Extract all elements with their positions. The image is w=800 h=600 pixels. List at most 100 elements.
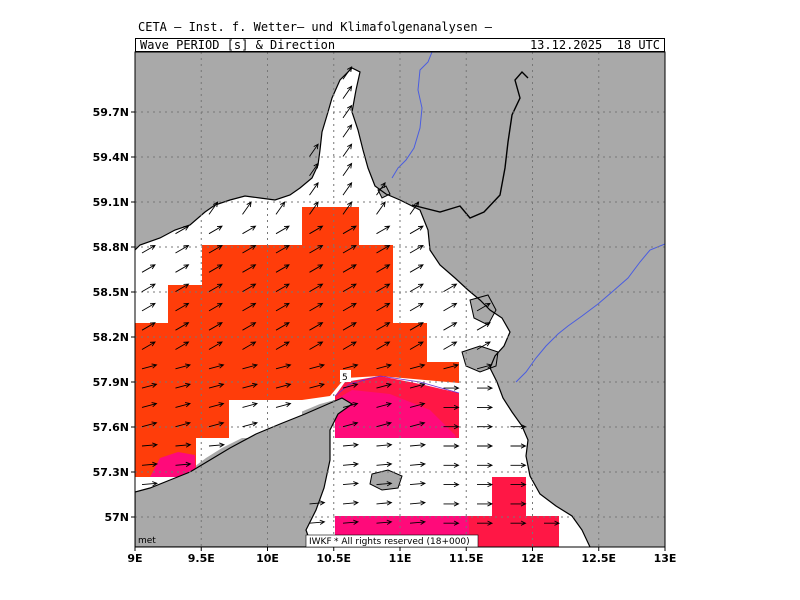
contour-label: 5 bbox=[342, 373, 348, 383]
wave-arrow bbox=[476, 341, 491, 350]
footer-iwkf: IWKF bbox=[309, 537, 332, 547]
wave-arrow bbox=[409, 363, 426, 370]
wave-arrow bbox=[376, 421, 392, 428]
wave-arrow bbox=[342, 264, 357, 273]
wave-arrow bbox=[309, 181, 319, 196]
wave-arrow bbox=[342, 225, 357, 235]
wave-arrow bbox=[409, 421, 426, 428]
wave-arrow bbox=[376, 322, 391, 331]
wave-arrow bbox=[510, 443, 527, 449]
wave-arrow bbox=[208, 302, 223, 312]
river-gota bbox=[515, 243, 665, 383]
wave-arrow bbox=[342, 382, 359, 389]
latitude-labels: 57N 57.3N 57.6N 57.9N 58.2N 58.5N 58.8N 59.1N 59… bbox=[93, 106, 135, 524]
wave-arrow bbox=[342, 162, 353, 177]
wave-arrow bbox=[376, 481, 393, 487]
wave-arrow bbox=[510, 501, 527, 507]
wave-arrow bbox=[510, 482, 527, 488]
footer-rights-bg bbox=[305, 534, 479, 548]
wave-arrow bbox=[342, 201, 353, 215]
wave-arrow bbox=[242, 225, 257, 235]
wave-arrow bbox=[242, 283, 257, 292]
wave-arrow bbox=[309, 283, 324, 292]
wave-arrow bbox=[208, 382, 225, 389]
period-field-orange bbox=[135, 207, 459, 477]
wave-arrow bbox=[208, 402, 225, 408]
wave-arrow bbox=[376, 382, 392, 389]
wave-arrow bbox=[409, 382, 426, 389]
wave-arrow bbox=[376, 283, 391, 292]
wave-arrow bbox=[476, 363, 493, 370]
lat-tick-label: 59.1N bbox=[93, 196, 129, 209]
wave-arrow bbox=[443, 404, 460, 410]
wave-arrow bbox=[175, 442, 192, 448]
wave-arrow bbox=[242, 264, 257, 273]
wave-arrow bbox=[275, 244, 290, 254]
lon-tick-label: 9E bbox=[127, 552, 142, 565]
wave-arrow bbox=[443, 462, 460, 468]
wave-arrow bbox=[175, 322, 190, 331]
lat-tick-label: 57.3N bbox=[93, 466, 129, 479]
wave-arrow bbox=[275, 264, 290, 273]
wave-arrow bbox=[141, 461, 158, 467]
lon-tick-label: 11.5E bbox=[449, 552, 484, 565]
wave-arrow bbox=[342, 322, 357, 331]
lat-tick-label: 58.5N bbox=[93, 286, 129, 299]
wave-arrow bbox=[275, 341, 290, 350]
wave-arrow bbox=[342, 421, 359, 428]
wave-arrow bbox=[409, 264, 424, 273]
wave-arrow bbox=[175, 461, 192, 467]
wave-arrow bbox=[175, 244, 190, 254]
wave-arrow bbox=[409, 283, 424, 292]
wave-arrow bbox=[409, 481, 426, 487]
wave-arrow bbox=[409, 461, 426, 467]
lon-tick-label: 12E bbox=[521, 552, 544, 565]
wave-arrow bbox=[275, 283, 290, 292]
product-title: Wave_PERIOD_[s]_&_Direction bbox=[140, 38, 336, 52]
wave-arrow bbox=[309, 225, 324, 235]
wave-arrow bbox=[443, 424, 460, 430]
footer-met: met bbox=[138, 536, 156, 546]
wave-arrow bbox=[342, 302, 357, 312]
wave-direction-arrows bbox=[141, 66, 561, 526]
wave-arrow bbox=[208, 341, 223, 350]
wave-arrow bbox=[342, 481, 359, 487]
wave-arrow bbox=[443, 385, 460, 391]
wave-arrow bbox=[510, 520, 527, 526]
wave-arrow bbox=[342, 341, 357, 350]
wave-arrow bbox=[342, 500, 359, 506]
wave-arrow bbox=[376, 341, 391, 350]
wave-arrow bbox=[175, 402, 191, 408]
wave-arrow bbox=[443, 501, 460, 507]
wave-arrow bbox=[409, 302, 424, 312]
wave-arrow bbox=[409, 519, 426, 525]
footer-rights: * All rights reserved (18+000) bbox=[334, 537, 470, 547]
wave-arrow bbox=[342, 283, 357, 292]
wave-arrow bbox=[141, 322, 156, 331]
wave-arrow bbox=[208, 322, 223, 331]
wave-arrow bbox=[175, 341, 190, 350]
wave-arrow bbox=[141, 341, 156, 350]
wave-arrow bbox=[141, 283, 156, 292]
wave-arrow bbox=[443, 283, 458, 292]
wave-arrow bbox=[275, 201, 286, 215]
wave-arrow bbox=[141, 402, 158, 408]
wave-arrow bbox=[141, 481, 158, 487]
wave-arrow bbox=[175, 283, 190, 292]
wave-arrow bbox=[175, 225, 190, 235]
river-glomma bbox=[391, 52, 433, 179]
wave-arrow bbox=[443, 341, 458, 350]
coastline bbox=[135, 67, 591, 547]
wave-arrow bbox=[342, 104, 353, 119]
wave-arrow bbox=[443, 363, 459, 370]
wave-arrow bbox=[376, 201, 386, 215]
wave-arrow bbox=[477, 520, 494, 526]
wave-arrow bbox=[208, 421, 225, 428]
wave-arrow bbox=[175, 382, 191, 389]
wave-arrow bbox=[309, 264, 324, 273]
wave-arrow bbox=[309, 363, 325, 370]
wave-arrow bbox=[376, 363, 392, 370]
wave-arrow bbox=[175, 264, 190, 273]
wave-arrow bbox=[141, 302, 156, 312]
